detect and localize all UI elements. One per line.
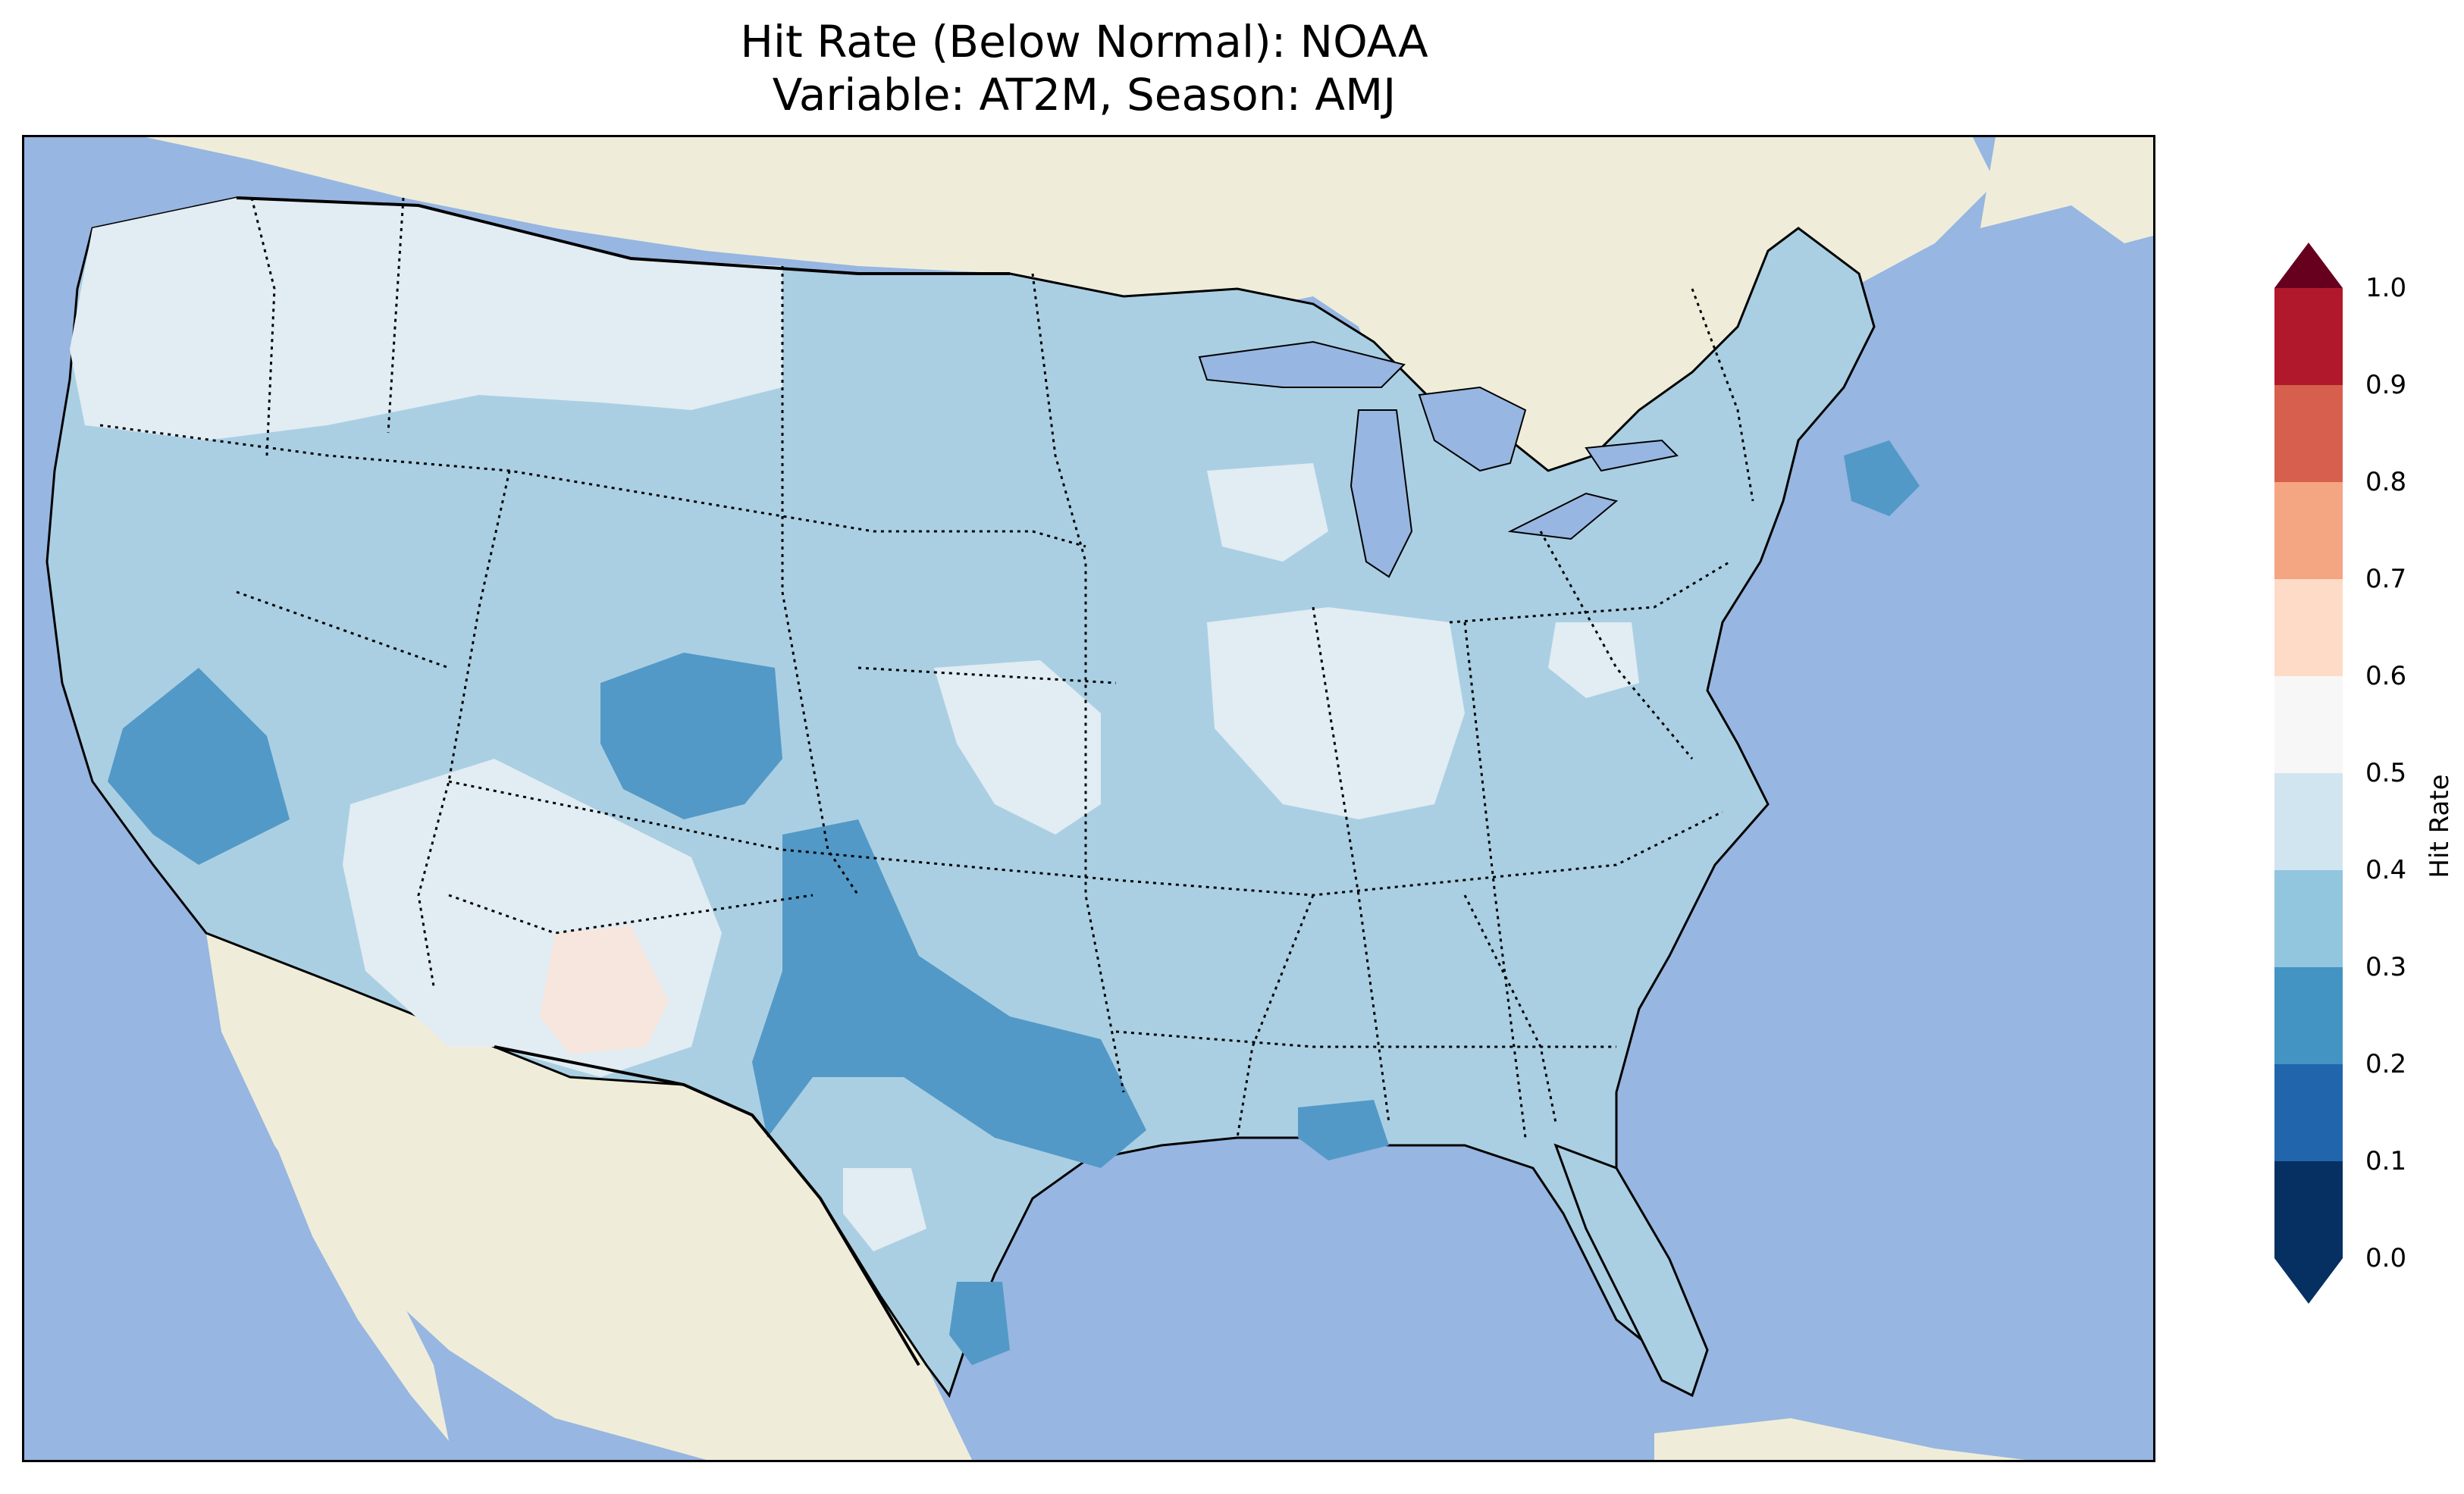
colorbar-bin bbox=[2274, 1064, 2343, 1161]
region-wisconsin-light bbox=[1207, 463, 1328, 562]
florida-detail bbox=[1553, 1143, 1709, 1398]
colorbar-tick-label: 0.3 bbox=[2365, 952, 2407, 982]
colorbar-tick-label: 0.1 bbox=[2365, 1146, 2407, 1176]
colorbar-bin bbox=[2274, 676, 2343, 773]
colorbar-tick-label: 0.9 bbox=[2365, 370, 2407, 400]
colorbar bbox=[2274, 243, 2343, 1304]
region-south-texas-light bbox=[843, 1168, 926, 1251]
colorbar-tick-label: 1.0 bbox=[2365, 273, 2407, 303]
colorbar-bin bbox=[2274, 773, 2343, 870]
colorbar-bin bbox=[2274, 1161, 2343, 1258]
region-gulf-coast-dark bbox=[1298, 1100, 1389, 1160]
colorbar-bin bbox=[2274, 482, 2343, 579]
colorbar-tick-label: 0.2 bbox=[2365, 1049, 2407, 1079]
region-kansas-light bbox=[934, 660, 1101, 835]
map-panel bbox=[22, 135, 2155, 1462]
region-colorado-dark bbox=[600, 653, 782, 819]
national-borders bbox=[236, 196, 1010, 1367]
region-new-mexico-warm bbox=[540, 926, 669, 1054]
colorbar-under-arrow bbox=[2274, 1258, 2343, 1304]
region-northwest-light bbox=[70, 198, 782, 440]
colorbar-tick-label: 0.5 bbox=[2365, 758, 2407, 788]
great-lakes bbox=[1198, 340, 1679, 578]
baja-land bbox=[206, 933, 449, 1441]
colorbar-bin bbox=[2274, 385, 2343, 482]
colorbar-tick-label: 0.0 bbox=[2365, 1243, 2407, 1273]
region-california-dark bbox=[108, 668, 290, 865]
cuba-land bbox=[1654, 1418, 2026, 1460]
map-subtitle: Variable: AT2M, Season: AMJ bbox=[772, 69, 1397, 121]
colorbar-bin bbox=[2274, 579, 2343, 676]
region-illinois-light bbox=[1207, 607, 1465, 819]
colorbar-bins bbox=[2274, 288, 2343, 1258]
maritimes-land bbox=[1980, 137, 2153, 243]
colorbar-bin bbox=[2274, 870, 2343, 967]
mexico-land bbox=[206, 933, 972, 1460]
colorbar-over-arrow bbox=[2274, 243, 2343, 288]
region-new-england-dark bbox=[1844, 440, 1920, 516]
colorbar-tick-label: 0.8 bbox=[2365, 467, 2407, 497]
region-ohio-light bbox=[1548, 622, 1639, 698]
colorbar-label: Hit Rate bbox=[2425, 774, 2455, 879]
canada-land bbox=[146, 137, 1995, 501]
conus-map bbox=[24, 137, 2153, 1460]
colorbar-tick-label: 0.7 bbox=[2365, 564, 2407, 594]
colorbar-bin bbox=[2274, 967, 2343, 1064]
colorbar-bin bbox=[2274, 288, 2343, 385]
region-texas-coast-dark bbox=[949, 1282, 1010, 1365]
state-borders bbox=[99, 197, 1754, 1139]
region-texas-dark bbox=[752, 819, 1146, 1168]
colorbar-tick-label: 0.6 bbox=[2365, 661, 2407, 691]
colorbar-tick-label: 0.4 bbox=[2365, 855, 2407, 885]
map-title: Hit Rate (Below Normal): NOAA bbox=[740, 16, 1428, 67]
